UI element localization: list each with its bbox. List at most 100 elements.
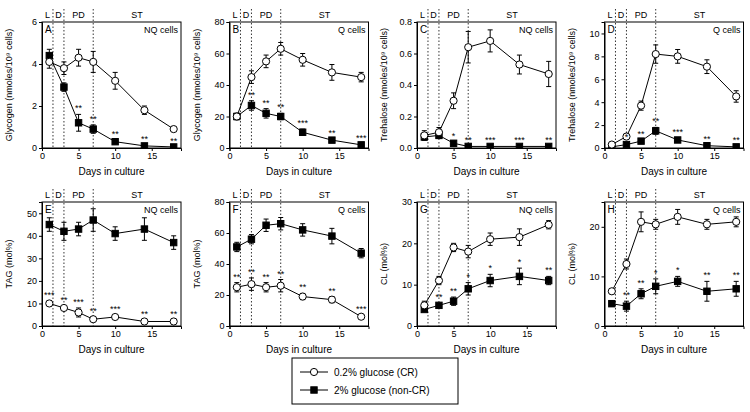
phase-divider [52,9,53,148]
panel-letter: A [45,24,52,35]
tick-mark [39,236,42,237]
tick-label: 0.4 [399,80,412,90]
tick: 15 [710,326,720,339]
panel-letter: E [45,204,52,215]
marker [487,37,494,44]
legend-label: 2% glucose (non-CR) [334,385,430,396]
tick-label: 0 [219,143,224,153]
marker [609,300,615,306]
tick: 0 [227,326,232,339]
marker [112,139,118,145]
plot-frame [417,22,556,148]
plot-frame [42,202,181,326]
tick: 60 [214,49,229,59]
tick-label: 4 [594,98,599,108]
phase-label: PD [260,190,273,200]
tick: 10 [589,29,604,39]
phase-divider [626,9,627,148]
phase-divider [251,189,252,326]
tick-mark [602,33,605,34]
marker [248,74,255,81]
error-bar-cap [91,72,96,73]
phase-label: ST [694,10,706,20]
error-bar-cap [300,236,305,237]
tick: 0 [594,321,604,331]
error-bar-cap [546,284,551,285]
significance: ** [170,136,178,146]
phase-label: PD [447,190,460,200]
y-axis-title: CL (mol%) [567,243,577,285]
significance: ** [277,269,285,279]
error-bar [675,138,680,143]
error-bar-cap [234,282,239,283]
series-line [49,220,173,243]
tick-mark [414,54,417,55]
plot-area [608,209,740,311]
tick: 15 [147,148,157,161]
error-bar [249,101,254,110]
error-bar-cap [546,276,551,277]
axis-line [227,203,231,327]
tick: 6 [32,17,42,27]
series-line [612,54,736,144]
legend-marker [311,387,317,393]
error-bar [113,227,118,241]
tick-mark [227,264,230,265]
marker [299,56,306,63]
error-bar [639,289,644,299]
tick-label: 10 [111,151,121,161]
tick-label: 15 [335,329,345,339]
error-bar-cap [704,219,709,220]
error-bar [142,218,147,241]
series-line [237,224,361,253]
tick-mark [227,326,230,327]
significance: *** [297,118,308,128]
marker [170,239,176,245]
error-bar-cap [653,44,658,45]
error-bar-cap [734,226,739,227]
tick: 80 [214,197,229,207]
error-bar-cap [675,63,680,64]
marker [516,234,523,241]
tick: 10 [27,299,42,309]
marker [545,221,552,228]
significance: *** [110,304,121,314]
tick: 60 [214,228,229,238]
error-bar-cap [249,290,254,291]
significance: ** [545,265,553,275]
marker [141,107,148,114]
error-bar [61,222,66,240]
error-bar-cap [61,222,66,223]
panel-subtitle: Q cells [713,25,741,35]
tick-mark [227,54,230,55]
tick: 10 [111,148,121,161]
tick: 0 [219,321,229,331]
phase-label: D [243,190,250,200]
tick-mark [227,148,230,149]
phase-label: D [430,190,437,200]
plot-area [608,45,740,148]
tick-mark [39,213,42,214]
marker [262,284,269,291]
tick: 40 [214,80,229,90]
series-line [49,56,173,147]
tick-mark [414,326,417,327]
series-line [49,303,173,321]
legend-box [292,358,458,404]
tick: 0.8 [399,17,417,27]
significance: ** [263,272,271,282]
phase-label: L [420,10,425,20]
error-bar-cap [704,229,709,230]
error-bar [653,279,658,294]
error-bar-cap [466,31,471,32]
tick: 15 [335,148,345,161]
error-bar [359,249,364,258]
error-bar [704,281,709,301]
error-bar-cap [675,286,680,287]
marker [90,126,96,132]
y-axis-title: CL (mol%) [379,243,389,285]
error-bar-cap [264,108,269,109]
error-bar-cap [734,296,739,297]
significance: ** [299,282,307,292]
error-bar-cap [61,91,66,92]
